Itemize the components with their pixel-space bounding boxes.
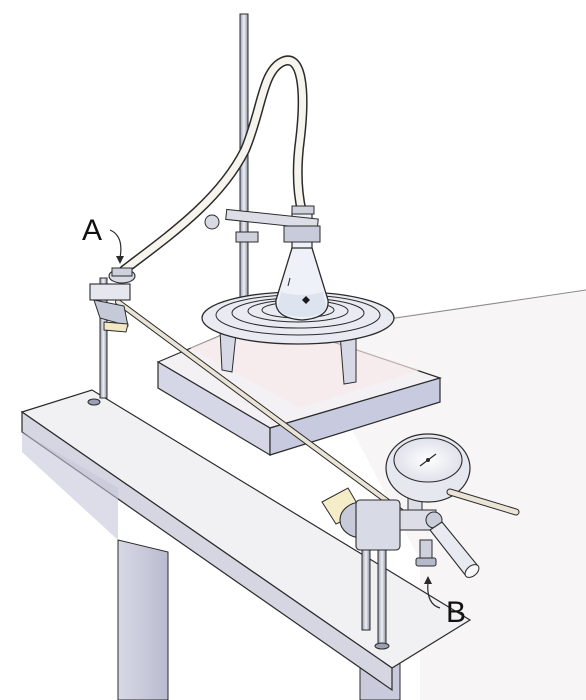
clamp-a-assembly bbox=[87, 267, 136, 406]
table-top-underside bbox=[22, 432, 118, 540]
clamp-b-assembly bbox=[321, 433, 520, 650]
block-side bbox=[269, 377, 441, 456]
label-b-callout: B bbox=[424, 576, 466, 629]
flask-liquid bbox=[278, 292, 326, 317]
table-top-edge bbox=[21, 410, 393, 692]
table-leg-front bbox=[117, 539, 169, 700]
label-a: A bbox=[82, 214, 102, 247]
right-post-foot bbox=[374, 642, 390, 650]
label-a-callout: A bbox=[82, 214, 124, 264]
left-post bbox=[99, 277, 108, 399]
clamp-jaw bbox=[283, 225, 321, 243]
arrow-a-icon bbox=[109, 229, 122, 259]
rubber-tube bbox=[119, 55, 308, 275]
label-b: B bbox=[446, 596, 466, 629]
clamp-a-body bbox=[89, 283, 131, 301]
flask-clamp bbox=[204, 205, 321, 243]
table bbox=[20, 389, 472, 700]
clamp-knob-icon bbox=[204, 214, 220, 230]
stir-bar-icon bbox=[302, 296, 310, 304]
arrow-b-icon bbox=[427, 581, 441, 609]
gauge-clamp-body bbox=[355, 499, 401, 551]
clamp-arm bbox=[225, 208, 319, 230]
left-post-foot bbox=[87, 398, 101, 406]
clamp-a-tab bbox=[103, 321, 129, 333]
